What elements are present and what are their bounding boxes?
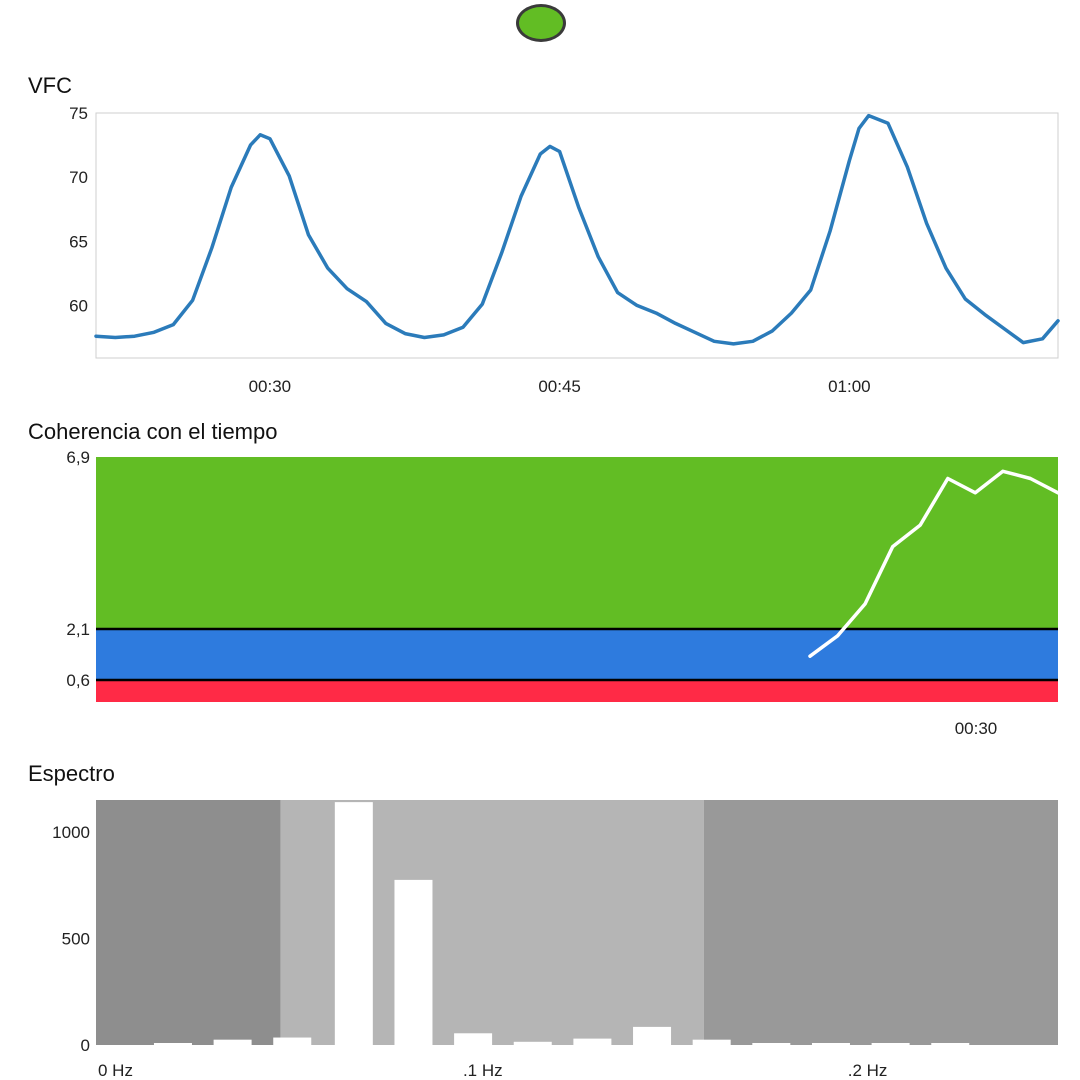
coherence-y-tick: 0,6 (66, 671, 90, 690)
vfc-y-tick: 65 (69, 232, 88, 251)
spectrum-x-tick: .1 Hz (463, 1061, 503, 1080)
spectrum-y-tick: 1000 (52, 823, 90, 842)
spectrum-x-tick: .2 Hz (848, 1061, 888, 1080)
coherence-series-line (808, 469, 1060, 658)
vfc-x-tick: 01:00 (828, 377, 871, 396)
vfc-y-tick: 60 (69, 296, 88, 315)
spectrum-bar (871, 1043, 910, 1045)
vfc-y-tick: 75 (69, 104, 88, 123)
coherence-band-medium (96, 629, 1058, 680)
coherence-x-tick: 00:30 (955, 719, 998, 738)
spectrum-y-tick: 0 (81, 1036, 90, 1055)
vfc-y-tick: 70 (69, 168, 88, 187)
vfc-x-tick: 00:45 (538, 377, 581, 396)
spectrum-bar (454, 1033, 493, 1045)
spectrum-y-tick: 500 (62, 929, 90, 948)
vfc-title: VFC (28, 73, 72, 98)
spectrum-bar (213, 1039, 252, 1045)
spectrum-band-high (703, 800, 1058, 1045)
coherence-y-tick: 6,9 (66, 448, 90, 467)
spectrum-bar (394, 879, 433, 1045)
vfc-x-tick: 00:30 (249, 377, 292, 396)
spectrum-band-low (96, 800, 281, 1045)
spectrum-bar (692, 1039, 731, 1045)
spectrum-title: Espectro (28, 761, 115, 786)
spectrum-bar (273, 1037, 312, 1045)
spectrum-bar (334, 802, 373, 1045)
status-indicator (516, 4, 566, 42)
spectrum-bar (633, 1026, 672, 1045)
coherence-title: Coherencia con el tiempo (28, 419, 278, 444)
spectrum-bar (153, 1043, 192, 1045)
spectrum-x-tick: 0 Hz (98, 1061, 133, 1080)
spectrum-bar (573, 1038, 612, 1045)
coherence-band-low (96, 680, 1058, 702)
vfc-series-line (94, 113, 1060, 346)
coherence-y-tick: 2,1 (66, 620, 90, 639)
spectrum-bar (811, 1043, 850, 1045)
vfc-plot-area (95, 112, 1059, 359)
spectrum-bar (931, 1043, 970, 1045)
spectrum-bar (513, 1041, 552, 1045)
spectrum-bar (752, 1043, 791, 1045)
